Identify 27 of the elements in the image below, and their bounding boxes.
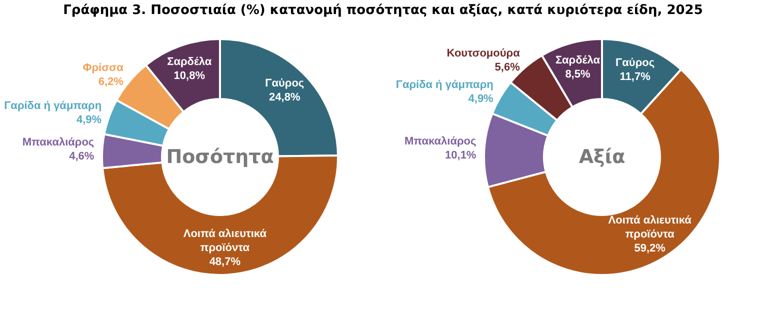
data-label: 8,5%: [565, 68, 590, 80]
data-label: 5,6%: [494, 61, 520, 74]
data-label: 24,8%: [269, 92, 300, 104]
slice-label: Μπακαλιάρος: [404, 135, 476, 148]
slice-label: Μπακαλιάρος: [22, 136, 94, 149]
slice-label: Κουτσομούρα: [446, 47, 520, 60]
data-label: 10,1%: [445, 149, 476, 162]
data-label: 48,7%: [209, 256, 241, 268]
data-label: 4,9%: [468, 93, 494, 106]
data-label: 59,2%: [634, 242, 666, 255]
slice-label: Λοιπά αλιευτικά προϊόντα: [608, 214, 692, 241]
data-label: 10,8%: [174, 70, 206, 82]
text: Γράφημα 3. Ποσοστιαία (%) κατανομή ποσότητας και αξίας, κατά κυριότερα είδη, 2025: [63, 3, 703, 18]
slice-label: Φρίσσα: [82, 62, 124, 74]
text: Αξία: [578, 146, 626, 168]
data-label: 11,7%: [620, 71, 651, 84]
data-label: 4,9%: [76, 114, 102, 126]
slice-label: Γαύρος: [265, 78, 304, 90]
data-label: 6,2%: [98, 76, 124, 88]
slice-label: Γαύρος: [616, 57, 655, 70]
slice-label: Γαρίδα ή γάμπαρη: [4, 100, 102, 112]
slice-label: Σαρδέλα: [555, 54, 600, 66]
slice-label: Λοιπά αλιευτικά προϊόντα: [183, 228, 267, 254]
text: Ποσότητα: [166, 146, 274, 168]
data-label: 4,6%: [69, 150, 94, 163]
slice-label: Σαρδέλα: [167, 56, 212, 68]
slice-label: Γαρίδα ή γάμπαρη: [396, 79, 494, 92]
